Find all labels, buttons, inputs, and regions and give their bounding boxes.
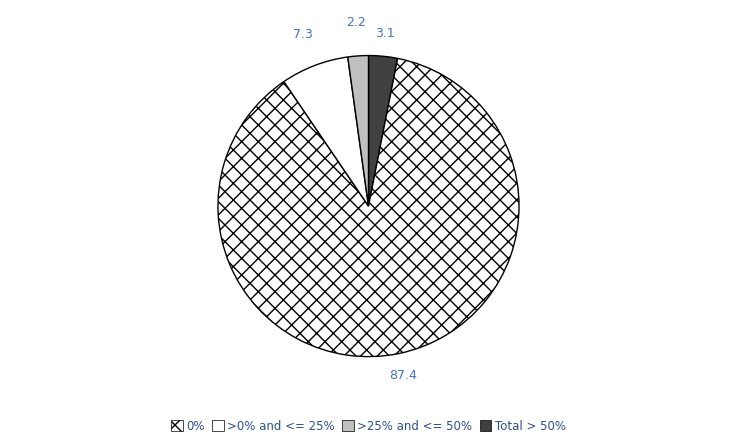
Text: 7.3: 7.3	[293, 28, 312, 41]
Legend: 0%, >0% and <= 25%, >25% and <= 50%, Total > 50%: 0%, >0% and <= 25%, >25% and <= 50%, Tot…	[167, 415, 570, 437]
Wedge shape	[218, 58, 519, 357]
Text: 87.4: 87.4	[389, 369, 417, 382]
Wedge shape	[284, 57, 368, 206]
Text: 2.2: 2.2	[346, 17, 366, 30]
Wedge shape	[368, 56, 398, 206]
Wedge shape	[348, 56, 368, 206]
Text: 3.1: 3.1	[375, 27, 395, 40]
